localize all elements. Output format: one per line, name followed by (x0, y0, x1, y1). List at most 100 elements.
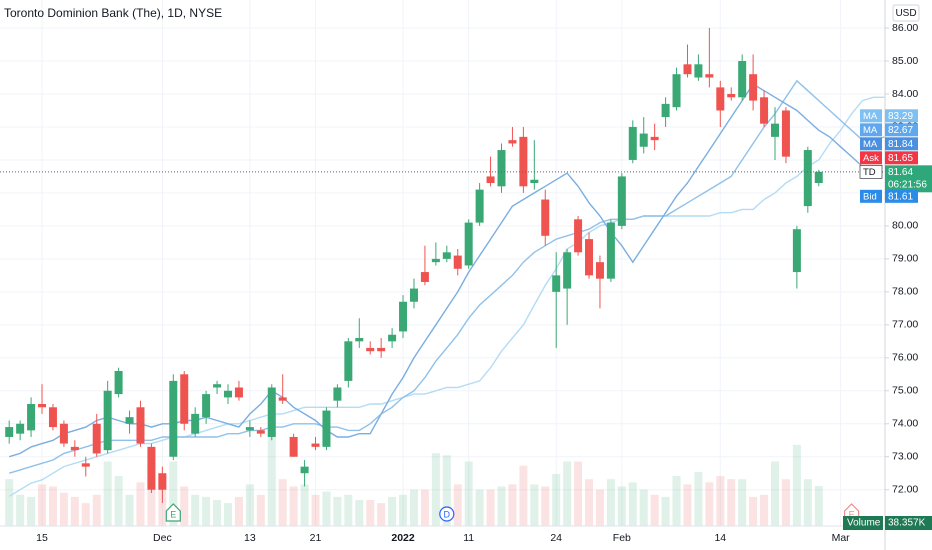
candle-body (420, 272, 429, 282)
x-tick-label: Mar (832, 532, 851, 544)
volume-bar (16, 494, 25, 526)
x-tick-label: 24 (550, 532, 562, 544)
volume-bar (169, 461, 178, 526)
volume-bar (278, 479, 287, 526)
y-tick-label: 73.00 (892, 451, 918, 463)
candle-body (530, 179, 539, 184)
candle-body (333, 387, 342, 401)
candle-body (103, 390, 112, 451)
price-tag: MA (863, 111, 878, 122)
event-label: E (849, 509, 855, 519)
y-tick-label: 79.00 (892, 253, 918, 265)
candle-body (639, 133, 648, 147)
price-value-box (885, 123, 918, 137)
volume-bar (606, 479, 615, 526)
candle-body (803, 150, 812, 207)
currency: USD (895, 8, 916, 19)
price-tag-box (860, 109, 882, 123)
volume-bar (639, 489, 648, 526)
volume-bar (366, 500, 375, 526)
candle-body (377, 347, 386, 352)
y-tick-label: 75.00 (892, 385, 918, 397)
event-marker (165, 503, 181, 522)
candle-body (213, 384, 222, 388)
volume-bar (661, 496, 670, 526)
candle-body (453, 255, 462, 269)
volume-bar (486, 489, 495, 526)
volume-bar (617, 486, 626, 526)
volume-bar (727, 479, 736, 526)
volume-bar (224, 503, 232, 526)
candle-body (81, 463, 90, 467)
volume-bar (814, 486, 823, 526)
candle-body (464, 222, 473, 266)
candle-body (781, 110, 790, 157)
candle-body (322, 410, 331, 447)
price-value-box (885, 109, 918, 123)
volume-bar (519, 465, 528, 526)
event-marker[interactable] (439, 506, 455, 522)
price-value: 83.29 (888, 111, 913, 122)
price-value-box (885, 165, 932, 193)
candle-body (552, 275, 561, 292)
candle-body (136, 407, 145, 444)
price-tag: Ask (863, 153, 879, 164)
candle-body (814, 171, 823, 184)
volume-bar (781, 479, 790, 526)
volume-bar (48, 486, 57, 526)
candle-body (683, 64, 692, 75)
candle-body (191, 413, 200, 434)
volume-bar (70, 496, 79, 526)
candle-body (180, 374, 189, 424)
candle-body (59, 423, 68, 444)
candle-body (27, 403, 36, 431)
candle-body (595, 262, 604, 279)
volume-bar (27, 496, 36, 526)
volume-bar (92, 494, 101, 526)
volume-tag-box (843, 516, 883, 530)
candle-body (224, 390, 232, 398)
candle-body (70, 446, 79, 451)
candle-body (399, 301, 408, 332)
volume-value-label: 38.357K (888, 518, 926, 529)
volume-bar (125, 494, 134, 526)
volume-bar (136, 482, 145, 526)
volume-bar (399, 494, 408, 526)
candle-body (749, 74, 758, 101)
candle-body (38, 403, 47, 408)
candle-body (519, 136, 528, 187)
volume-bar (442, 455, 451, 526)
x-tick-label: 13 (244, 532, 256, 544)
candle-body (289, 436, 298, 457)
candle-body (311, 443, 320, 447)
moving-average (8, 96, 885, 497)
price-value: 81.65 (888, 153, 913, 164)
volume-bar (792, 444, 801, 526)
candle-body (541, 199, 550, 236)
x-tick-label: 11 (463, 532, 474, 544)
candle-body (344, 341, 353, 381)
volume-bar (749, 496, 758, 526)
y-tick-label: 78.00 (892, 286, 918, 298)
volume-bar (563, 461, 572, 526)
volume-bar (552, 474, 561, 526)
candle-body (475, 189, 484, 223)
currency-box[interactable] (892, 4, 920, 22)
candle-body (574, 219, 583, 253)
price-value: 81.61 (888, 191, 913, 202)
candle-body (388, 334, 397, 342)
x-tick-label: 2022 (391, 532, 415, 544)
candle-body (256, 430, 265, 434)
candle-body (300, 466, 309, 474)
price-tag-box (860, 189, 882, 203)
candle-body (650, 136, 659, 141)
candle-body (355, 338, 364, 342)
volume-bar (213, 500, 222, 526)
volume-bar (595, 489, 604, 526)
candle-body (158, 473, 167, 490)
candle-body (431, 258, 440, 263)
price-tag-box (860, 123, 882, 137)
candle-body (5, 427, 14, 437)
volume-bar (585, 479, 594, 526)
